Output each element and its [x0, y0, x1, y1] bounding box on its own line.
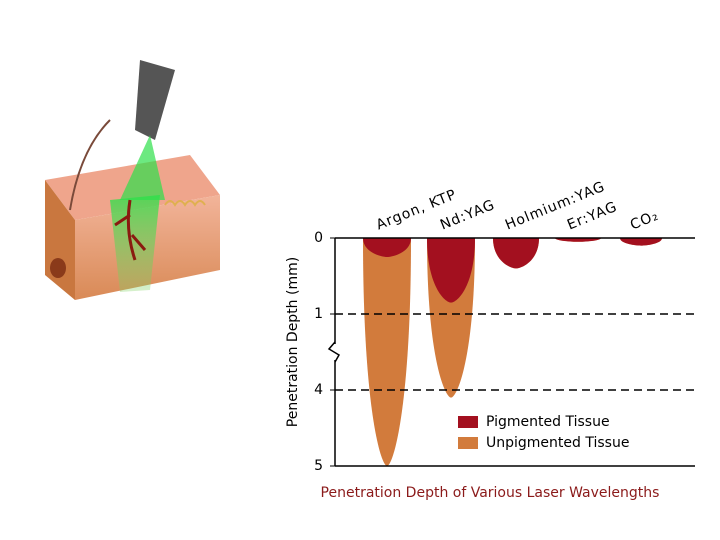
x-tick-label: Holmium:YAG: [503, 179, 608, 234]
bulb: [363, 238, 411, 466]
bulb: [620, 238, 662, 246]
vessels: [114, 199, 147, 261]
illustration: [45, 60, 220, 300]
y-tick-label: 4: [314, 382, 323, 398]
laser-cone: [120, 135, 165, 200]
follicle: [50, 258, 66, 278]
hair: [69, 119, 111, 211]
laser-handpiece: [135, 60, 175, 140]
legend-swatch: [458, 437, 478, 449]
x-tick-label: CO₂: [628, 208, 661, 234]
gland: [164, 200, 206, 207]
y-axis-label: Penetration Depth (mm): [285, 257, 301, 427]
y-tick-label: 5: [314, 458, 323, 474]
chart-title: Penetration Depth of Various Laser Wavel…: [321, 485, 660, 501]
y-tick-label: 1: [314, 306, 323, 322]
y-tick-label: 0: [314, 230, 323, 246]
bulb: [427, 238, 475, 303]
legend-label: Unpigmented Tissue: [486, 435, 629, 451]
bulb: [363, 238, 411, 257]
axis-break: [327, 341, 341, 363]
legend-label: Pigmented Tissue: [486, 414, 610, 430]
bulb: [555, 238, 601, 242]
legend-swatch: [458, 416, 478, 428]
bulb: [493, 238, 539, 269]
